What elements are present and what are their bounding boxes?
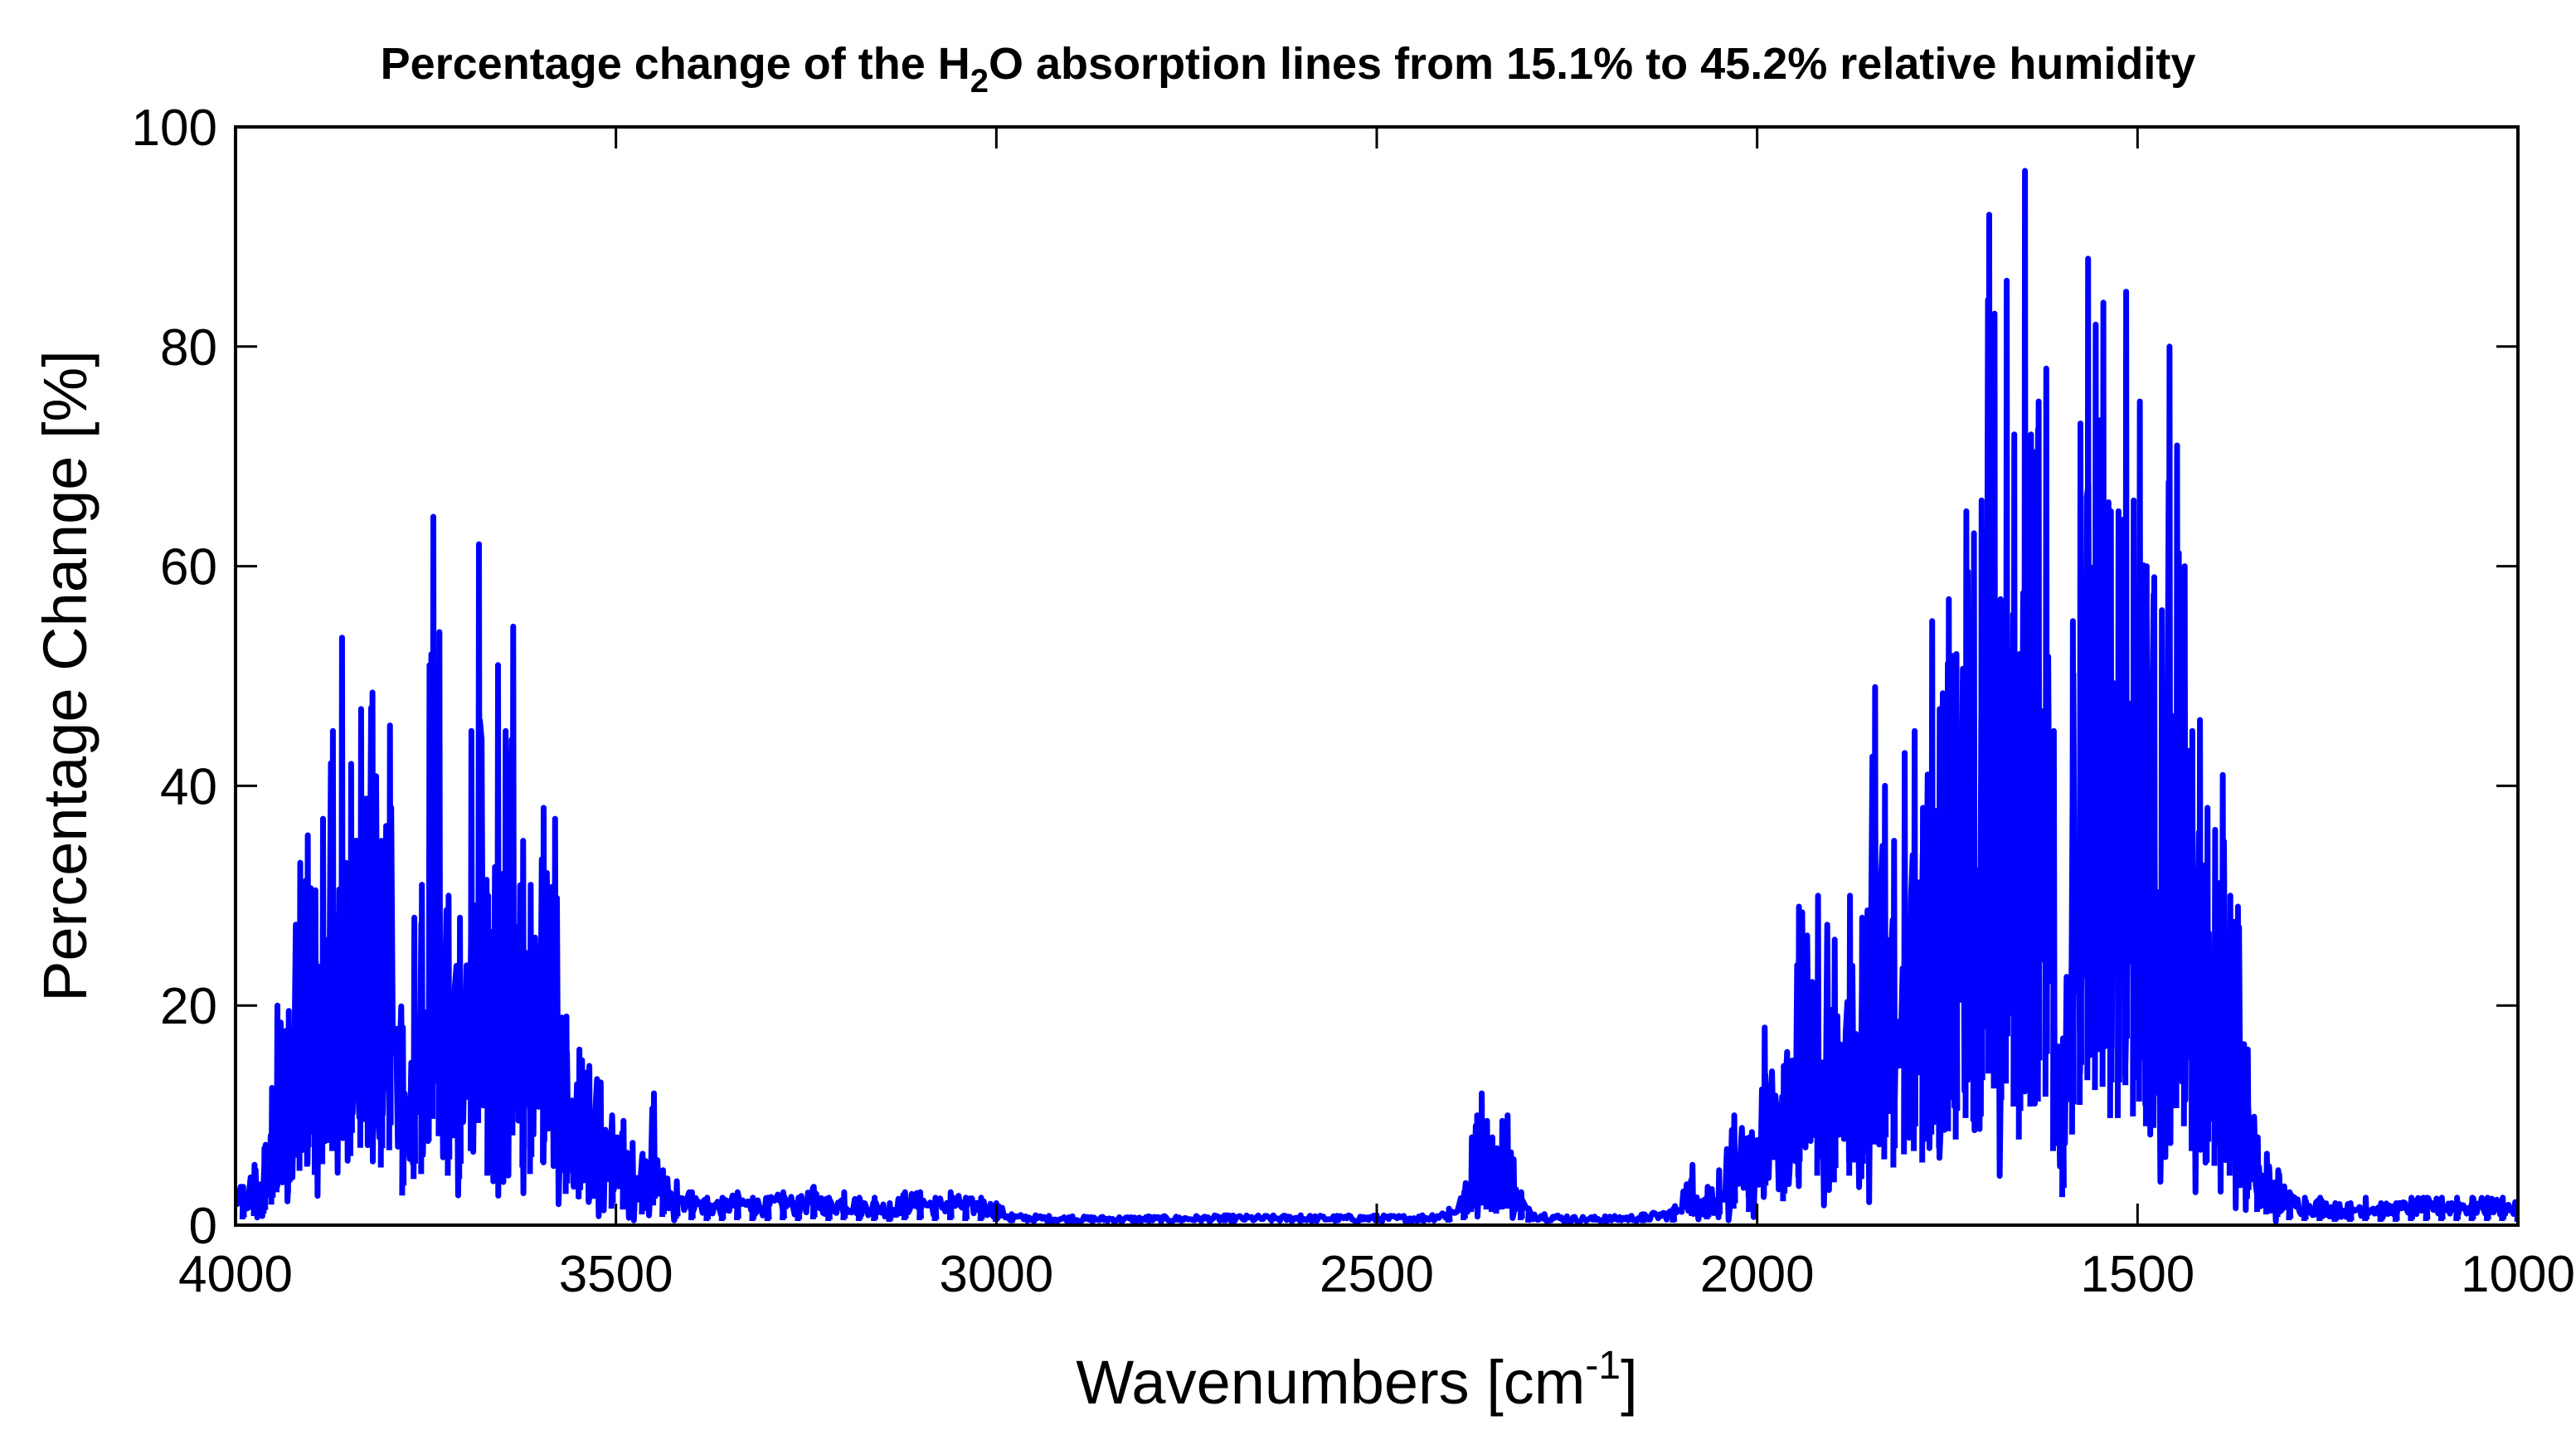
x-tick-label: 3000 bbox=[939, 1246, 1053, 1303]
x-axis-ticks: 4000 3500 3000 2500 2000 1500 1000 bbox=[178, 127, 2575, 1303]
x-tick-label: 4000 bbox=[178, 1246, 293, 1303]
y-tick-label: 80 bbox=[160, 319, 217, 377]
x-tick-label: 2500 bbox=[1320, 1246, 1434, 1303]
x-axis-label-close: ] bbox=[1621, 1348, 1638, 1417]
y-tick-label: 0 bbox=[189, 1198, 217, 1255]
y-tick-label: 60 bbox=[160, 539, 217, 596]
y-axis-ticks: 0 20 40 60 80 100 bbox=[132, 100, 2518, 1255]
x-axis-label: Wavenumbers [cm-1] bbox=[1076, 1344, 1637, 1417]
y-tick-label: 20 bbox=[160, 978, 217, 1035]
y-tick-label: 100 bbox=[132, 100, 217, 157]
x-tick-label: 1000 bbox=[2461, 1246, 2575, 1303]
y-tick-label: 40 bbox=[160, 758, 217, 815]
chart-title-part-2: O absorption lines from 15.1% to 45.2% r… bbox=[989, 39, 2195, 89]
chart-title-part-1: Percentage change of the H bbox=[381, 39, 970, 89]
x-tick-label: 2000 bbox=[1700, 1246, 1815, 1303]
x-axis-label-superscript: -1 bbox=[1585, 1344, 1621, 1388]
x-axis-label-base: Wavenumbers [cm bbox=[1076, 1348, 1585, 1417]
y-axis-label: Percentage Change [%] bbox=[31, 350, 100, 1002]
chart-title-subscript: 2 bbox=[970, 63, 989, 100]
chart-title: Percentage change of the H2O absorption … bbox=[381, 39, 2196, 100]
x-tick-label: 3500 bbox=[559, 1246, 673, 1303]
x-tick-label: 1500 bbox=[2080, 1246, 2194, 1303]
